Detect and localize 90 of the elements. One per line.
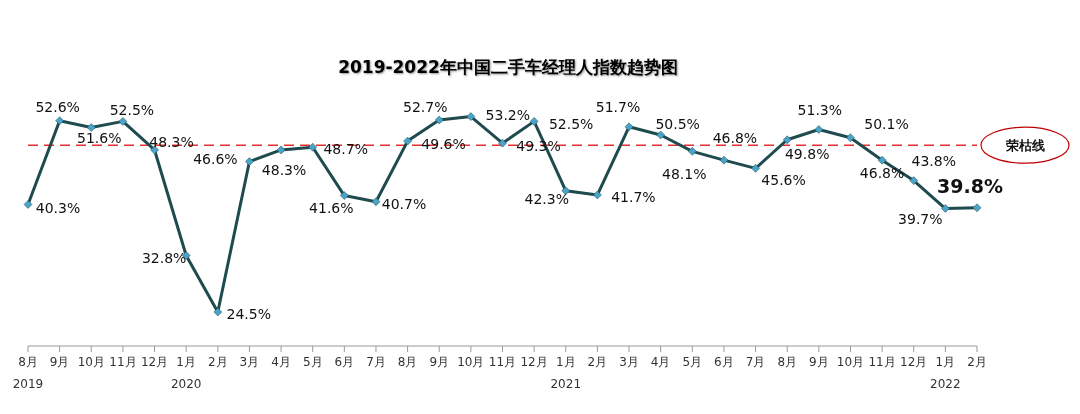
point <box>782 135 792 145</box>
data-label: 40.3% <box>35 200 81 217</box>
data-label: 41.6% <box>309 199 354 216</box>
data-label: 52.5% <box>109 102 155 119</box>
x-tick-label: 4月 <box>650 355 671 369</box>
point <box>529 117 539 126</box>
point <box>118 117 128 126</box>
point <box>972 203 982 213</box>
data-label: 53.2% <box>485 106 531 123</box>
point <box>751 164 760 173</box>
data-label: 52.7% <box>402 99 448 116</box>
data-label: 32.8% <box>141 250 187 267</box>
data-label: 41.7% <box>611 188 656 205</box>
x-tick-label: 8月 <box>777 355 798 369</box>
x-tick-label: 1月 2020 <box>170 355 202 391</box>
x-tick-label: 6月 <box>334 355 355 369</box>
point <box>466 112 476 121</box>
x-tick-label: 11月 <box>868 355 896 369</box>
point <box>55 116 64 125</box>
data-label: 39.8% <box>937 174 1003 197</box>
point <box>719 155 729 165</box>
x-tick-label: 9月 <box>809 355 829 369</box>
data-label: 24.5% <box>226 305 272 322</box>
point <box>87 123 96 132</box>
data-label: 46.8% <box>859 165 905 182</box>
data-label: 49.8% <box>784 145 830 162</box>
x-tick-label: 4月 <box>271 355 291 369</box>
data-label: 49.6% <box>421 136 466 153</box>
point <box>340 191 349 200</box>
x-tick-label: 1月 2022 <box>930 355 961 391</box>
data-label: 52.6% <box>35 98 80 115</box>
point <box>909 176 918 185</box>
ref-line-label: 荣枯线 <box>1004 138 1045 154</box>
data-label: 50.1% <box>864 115 909 132</box>
x-tick-label: 10月 <box>836 355 865 369</box>
x-tick-label: 3月 <box>619 355 639 369</box>
point <box>656 130 665 140</box>
x-tick-label: 1月 2021 <box>550 355 582 391</box>
chart-title: 2019-2022年中国二手车经理人指数趋势图 <box>337 56 679 79</box>
data-label: 45.6% <box>761 172 806 189</box>
x-tick-label: 2月 <box>587 355 608 369</box>
point <box>498 138 507 148</box>
point <box>276 145 286 155</box>
data-label: 50.5% <box>655 115 700 132</box>
point <box>403 136 412 146</box>
point <box>371 197 381 206</box>
data-label: 48.1% <box>662 166 707 183</box>
point <box>23 200 33 209</box>
point <box>877 155 887 165</box>
x-tick-label: 3月 <box>239 355 260 369</box>
point <box>434 115 444 125</box>
data-label: 46.6% <box>193 150 238 167</box>
x-tick-label: 12月 <box>520 355 548 369</box>
data-label: 51.3% <box>797 101 843 118</box>
x-tick-label: 2月 <box>207 355 228 369</box>
data-label: 42.3% <box>524 190 570 207</box>
x-tick-label: 9月 <box>429 355 450 369</box>
data-label: 48.7% <box>323 141 368 158</box>
x-tick-label: 12月 <box>900 355 928 369</box>
x-tick-label: 6月 <box>714 355 734 369</box>
point <box>213 307 223 317</box>
data-label: 43.8% <box>911 152 956 169</box>
point <box>245 157 254 166</box>
x-tick-label: 10月 <box>77 355 105 369</box>
data-label: 40.7% <box>381 195 427 212</box>
point <box>624 122 634 132</box>
data-label: 51.6% <box>77 129 122 146</box>
point <box>846 133 855 142</box>
data-label: 48.3% <box>261 161 307 178</box>
data-label: 46.8% <box>712 130 758 147</box>
x-tick-label: 8月 2019 <box>12 355 44 391</box>
x-tick-label: 7月 <box>366 355 386 369</box>
data-label: 52.5% <box>548 116 594 133</box>
x-tick-label: 5月 <box>302 355 323 369</box>
point <box>593 190 602 200</box>
point <box>814 125 824 134</box>
point <box>308 142 317 152</box>
point <box>941 204 950 213</box>
point <box>688 147 697 156</box>
data-label: 39.7% <box>898 210 943 227</box>
x-tick-label: 11月 <box>109 355 137 369</box>
x-tick-label: 7月 <box>745 355 766 369</box>
data-label: 51.7% <box>595 98 641 115</box>
x-tick-label: 10月 <box>457 355 485 369</box>
x-tick-label: 9月 <box>49 355 70 369</box>
x-tick-label: 5月 <box>682 355 703 369</box>
x-tick-label: 2月 <box>967 355 987 369</box>
x-tick-label: 8月 <box>397 355 418 369</box>
x-tick-label: 11月 <box>488 355 517 369</box>
x-tick-label: 12月 <box>140 355 169 369</box>
